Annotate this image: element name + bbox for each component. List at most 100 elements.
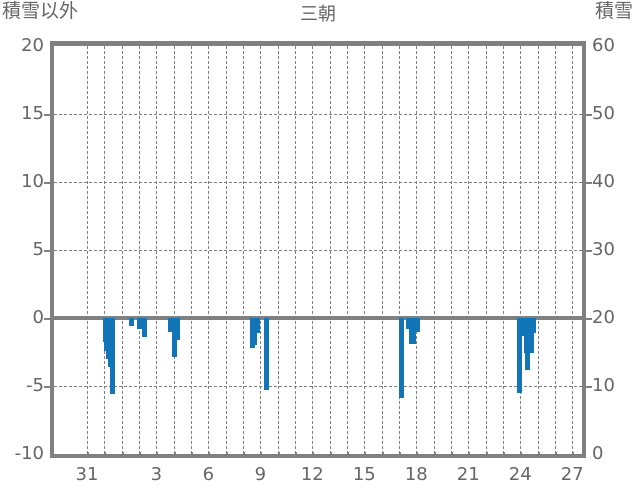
x-axis-tick bbox=[173, 452, 176, 458]
x-axis-tick bbox=[121, 452, 124, 458]
bar bbox=[137, 318, 143, 329]
gridline-vertical bbox=[294, 46, 296, 454]
bar bbox=[142, 318, 148, 338]
x-axis-label: 3 bbox=[150, 464, 163, 485]
gridline-vertical bbox=[242, 46, 244, 454]
x-axis-tick bbox=[364, 452, 367, 458]
y-axis-label-left: 15 bbox=[21, 103, 44, 124]
x-axis-tick bbox=[87, 452, 89, 458]
y-axis-tick-left bbox=[44, 114, 50, 116]
bar bbox=[525, 318, 531, 370]
x-axis-tick bbox=[485, 452, 488, 458]
x-axis-tick bbox=[381, 452, 384, 458]
gridline-vertical bbox=[416, 46, 418, 454]
gridline-vertical bbox=[468, 46, 470, 454]
gridline-vertical bbox=[260, 46, 262, 454]
x-axis-tick bbox=[190, 452, 193, 458]
x-axis-tick bbox=[502, 452, 505, 458]
gridline-vertical bbox=[572, 46, 574, 454]
x-axis-tick bbox=[294, 452, 297, 458]
y-axis-tick-right bbox=[586, 182, 592, 184]
gridline-vertical bbox=[381, 46, 383, 454]
y-axis-label-left: 5 bbox=[32, 239, 44, 260]
x-axis-label: 6 bbox=[202, 464, 215, 485]
gridline-vertical bbox=[104, 46, 106, 454]
bar bbox=[109, 318, 115, 395]
x-axis-tick bbox=[104, 452, 107, 458]
gridline-vertical bbox=[312, 46, 314, 454]
x-axis-label: 12 bbox=[300, 464, 324, 485]
gridline-vertical bbox=[537, 46, 539, 454]
y-axis-label-right: 20 bbox=[592, 307, 615, 328]
gridline-vertical bbox=[346, 46, 348, 454]
y-axis-label-right: 60 bbox=[592, 35, 615, 56]
y-axis-label-right: 0 bbox=[592, 443, 604, 464]
y-axis-tick-right bbox=[586, 318, 592, 320]
x-axis-tick bbox=[225, 452, 228, 458]
y-axis-tick-left bbox=[44, 182, 50, 184]
x-axis-label: 9 bbox=[254, 464, 267, 485]
x-axis-tick bbox=[398, 452, 401, 458]
x-axis-tick bbox=[416, 452, 419, 458]
gridline-vertical bbox=[190, 46, 192, 454]
left-axis-title: 積雪以外 bbox=[2, 0, 79, 22]
plot-inner bbox=[54, 46, 582, 454]
bar bbox=[168, 318, 174, 332]
x-axis-label: 21 bbox=[456, 464, 480, 485]
gridline-vertical bbox=[208, 46, 210, 454]
gridline-vertical bbox=[502, 46, 504, 454]
x-axis-tick bbox=[156, 452, 159, 458]
y-axis-label-left: -10 bbox=[14, 443, 44, 464]
y-axis-tick-right bbox=[586, 250, 592, 252]
bar bbox=[530, 318, 536, 333]
x-axis-tick bbox=[242, 452, 245, 458]
bar bbox=[516, 318, 522, 393]
gridline-vertical bbox=[364, 46, 366, 454]
x-axis-tick bbox=[554, 452, 557, 458]
x-axis-tick bbox=[468, 452, 471, 458]
bar bbox=[520, 318, 526, 336]
x-axis-tick bbox=[572, 452, 575, 458]
bar bbox=[405, 318, 411, 329]
zero-line bbox=[54, 316, 582, 320]
plot-area bbox=[50, 41, 586, 458]
gridline-vertical bbox=[225, 46, 227, 454]
gridline-vertical bbox=[173, 46, 175, 454]
y-axis-label-left: 10 bbox=[21, 171, 44, 192]
gridline-vertical bbox=[87, 46, 88, 454]
gridline-horizontal bbox=[54, 250, 582, 251]
x-axis-label: 24 bbox=[508, 464, 532, 485]
gridline-vertical bbox=[485, 46, 487, 454]
x-axis-label: 31 bbox=[75, 464, 99, 485]
y-axis-label-left: 0 bbox=[32, 307, 44, 328]
gridline-vertical bbox=[554, 46, 556, 454]
bar bbox=[528, 318, 534, 354]
y-axis-label-right: 30 bbox=[592, 239, 615, 260]
bar bbox=[251, 318, 257, 346]
x-axis-tick bbox=[433, 452, 436, 458]
x-axis-tick bbox=[520, 452, 523, 458]
bar bbox=[255, 318, 261, 333]
gridline-vertical bbox=[121, 46, 123, 454]
x-axis-label: 18 bbox=[404, 464, 428, 485]
bar bbox=[398, 318, 404, 399]
y-axis-tick-right bbox=[586, 114, 592, 116]
bar bbox=[411, 318, 417, 344]
y-axis-label-left: 20 bbox=[21, 35, 44, 56]
bar bbox=[263, 318, 269, 391]
x-axis-tick bbox=[138, 452, 141, 458]
gridline-vertical bbox=[520, 46, 522, 454]
bar bbox=[175, 318, 181, 340]
x-axis-tick bbox=[277, 452, 280, 458]
gridline-vertical bbox=[398, 46, 400, 454]
y-axis-tick-left bbox=[44, 386, 50, 388]
gridline-vertical bbox=[329, 46, 331, 454]
gridline-horizontal bbox=[54, 114, 582, 115]
x-axis-tick bbox=[537, 452, 540, 458]
right-axis-title: 積雪 bbox=[594, 0, 633, 22]
gridline-horizontal bbox=[54, 182, 582, 183]
gridline-vertical bbox=[277, 46, 279, 454]
gridline-vertical bbox=[433, 46, 435, 454]
x-axis-tick bbox=[450, 452, 453, 458]
x-axis-tick bbox=[346, 452, 349, 458]
